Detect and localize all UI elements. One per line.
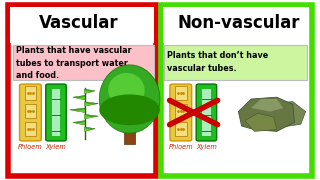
Polygon shape [108,73,145,107]
Polygon shape [99,94,160,125]
Polygon shape [85,114,99,119]
FancyBboxPatch shape [164,45,307,80]
Text: Phloem: Phloem [18,144,43,150]
Polygon shape [76,109,85,112]
Polygon shape [238,97,294,131]
Bar [124,117,135,144]
Bar [163,7,309,43]
Polygon shape [73,121,85,125]
Polygon shape [99,65,160,133]
FancyBboxPatch shape [25,122,36,136]
FancyBboxPatch shape [8,4,156,176]
Text: Non-vascular: Non-vascular [178,14,300,32]
Polygon shape [85,116,93,119]
FancyBboxPatch shape [52,89,60,136]
Polygon shape [245,113,277,131]
Polygon shape [85,102,99,106]
Polygon shape [270,102,306,128]
Text: Xylem: Xylem [196,144,217,150]
Polygon shape [73,95,85,100]
Polygon shape [251,99,283,112]
Polygon shape [85,127,95,131]
Polygon shape [78,122,85,125]
Polygon shape [85,103,93,106]
FancyBboxPatch shape [170,84,192,141]
Bar [10,7,154,43]
FancyBboxPatch shape [202,89,211,136]
FancyBboxPatch shape [196,84,217,141]
Text: Xylem: Xylem [45,144,67,150]
FancyBboxPatch shape [175,103,187,118]
FancyBboxPatch shape [161,4,312,176]
Polygon shape [70,108,85,112]
Polygon shape [85,89,95,94]
Polygon shape [85,90,91,94]
FancyBboxPatch shape [46,84,66,141]
Text: Phloem: Phloem [168,144,193,150]
Polygon shape [78,97,85,100]
FancyBboxPatch shape [25,103,36,118]
FancyBboxPatch shape [175,122,187,136]
FancyBboxPatch shape [20,84,41,141]
Text: Plants that have vascular
tubes to transport water
and food.: Plants that have vascular tubes to trans… [16,46,132,80]
Text: Plants that don’t have
vascular tubes.: Plants that don’t have vascular tubes. [167,51,268,73]
FancyBboxPatch shape [175,86,187,100]
Text: Vascular: Vascular [39,14,119,32]
Polygon shape [85,128,91,131]
FancyBboxPatch shape [13,45,154,80]
FancyBboxPatch shape [25,86,36,100]
